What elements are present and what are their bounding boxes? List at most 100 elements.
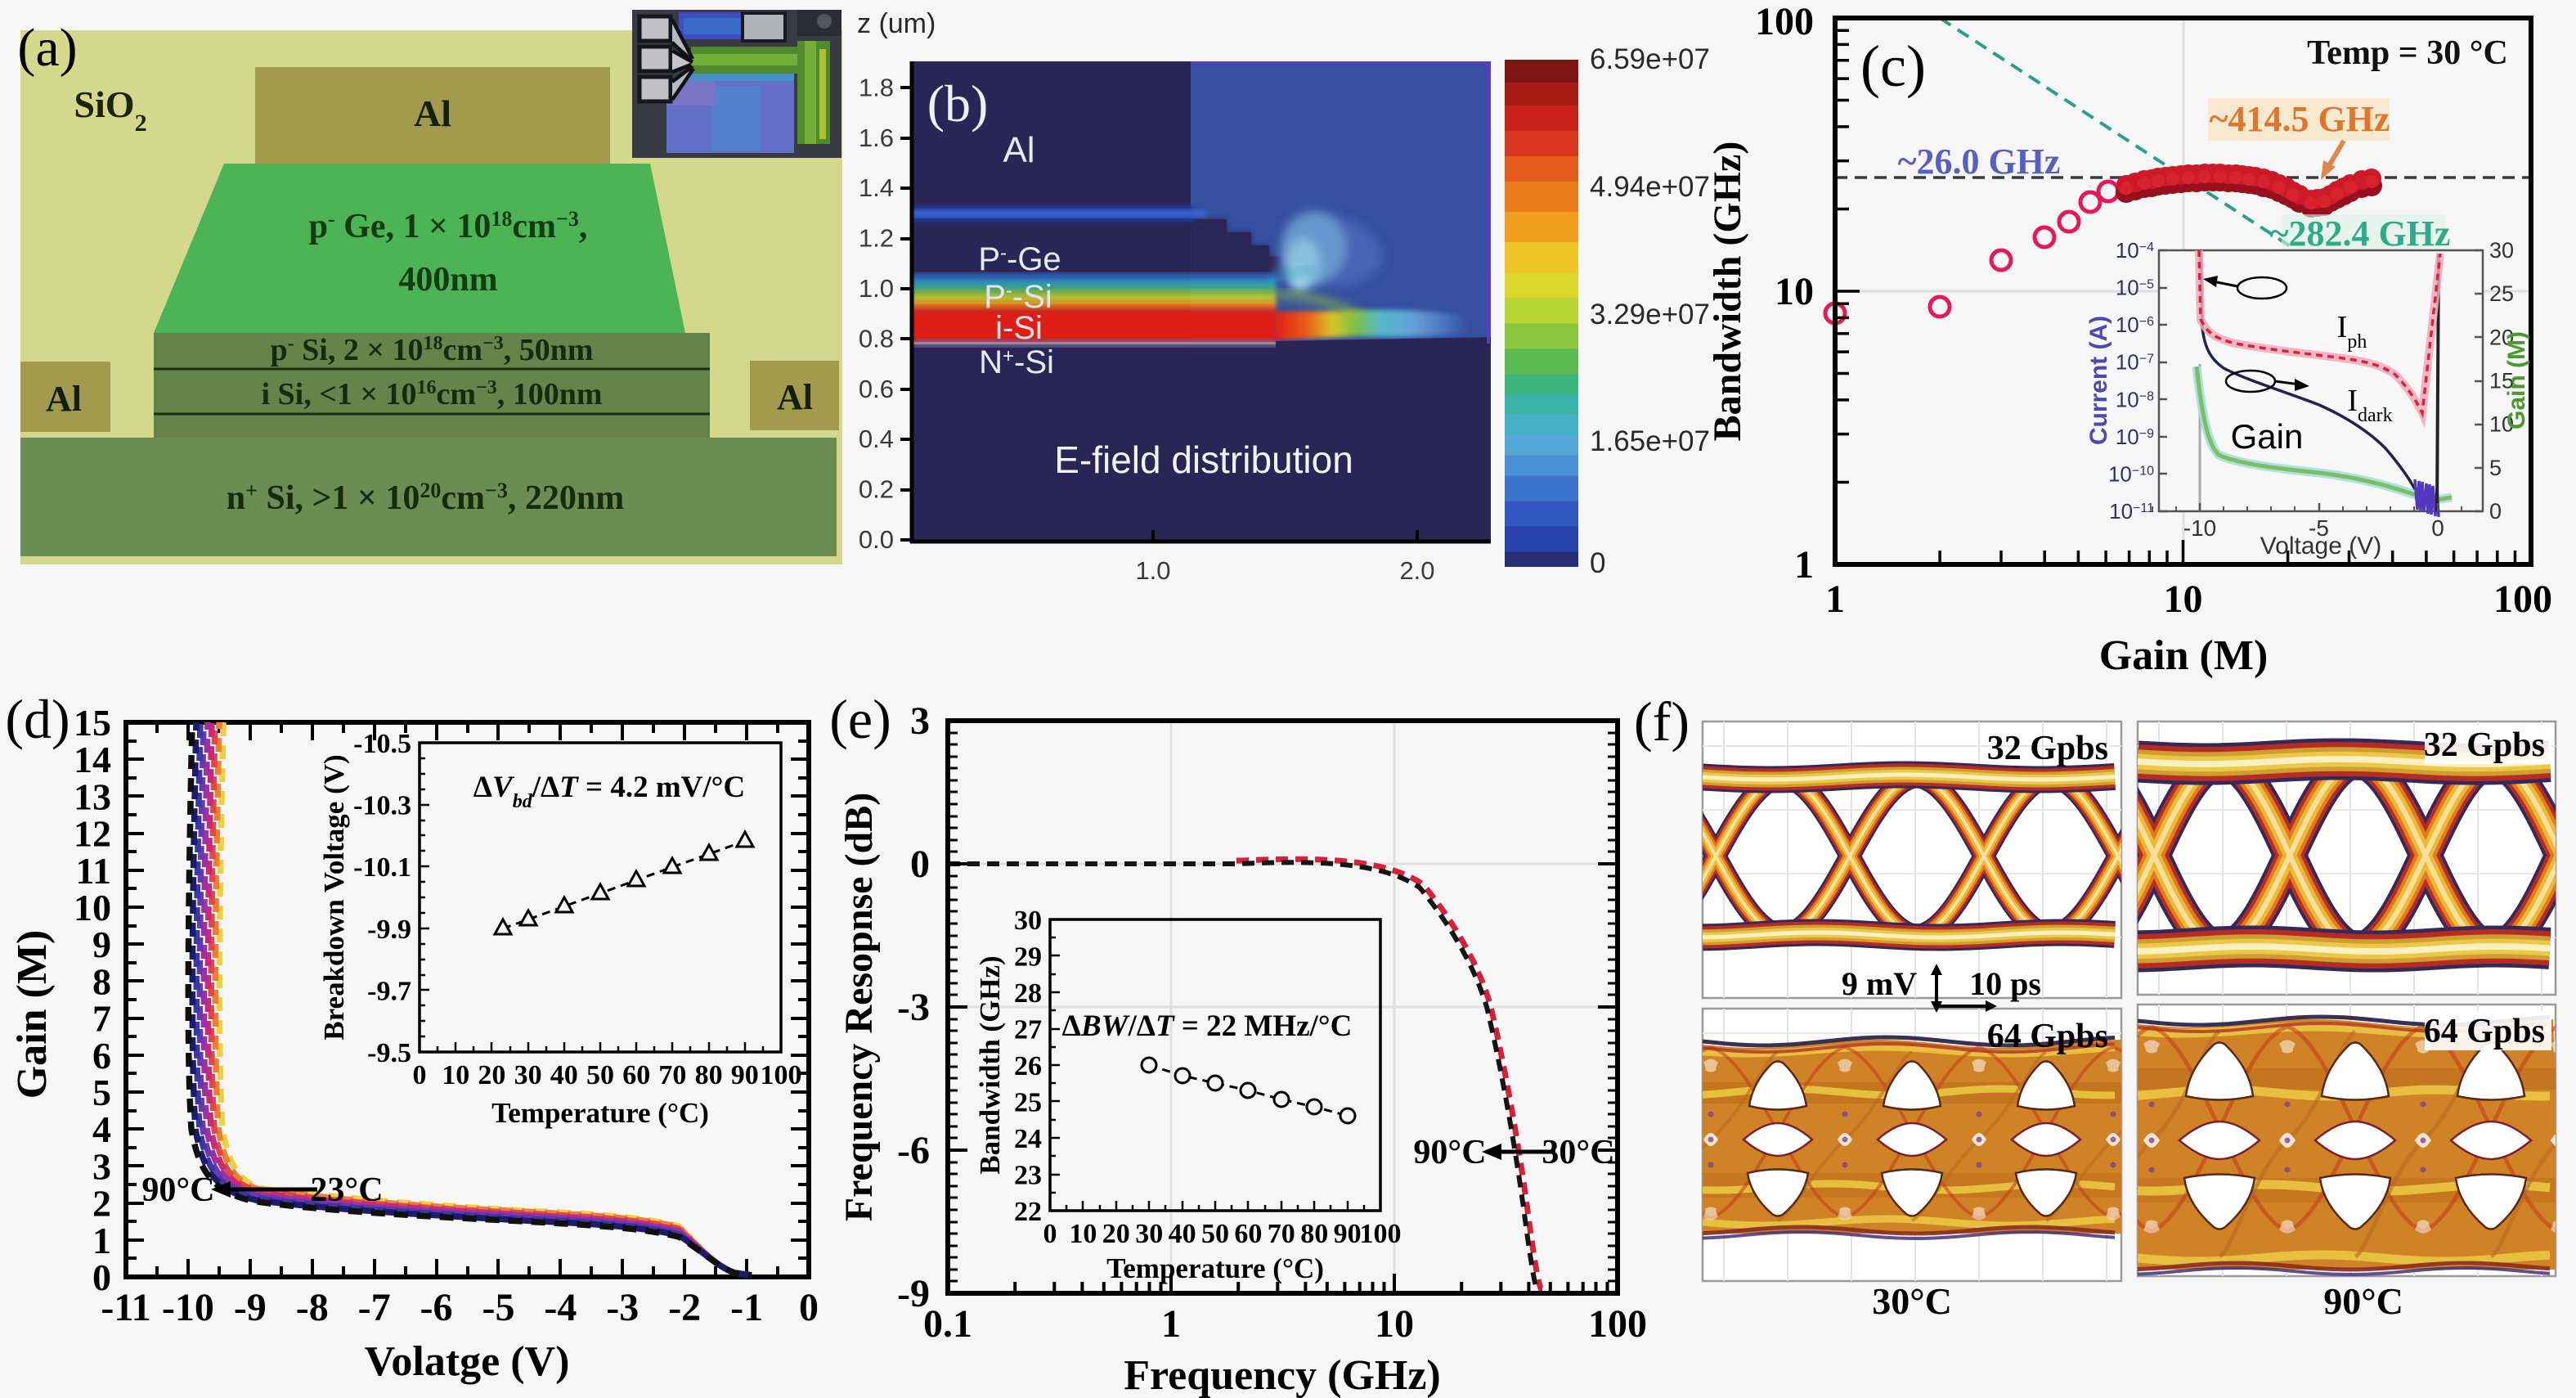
svg-text:0.1: 0.1	[923, 1302, 972, 1346]
svg-text:-1: -1	[730, 1286, 763, 1329]
svg-text:12: 12	[74, 813, 111, 855]
svg-text:8: 8	[92, 960, 111, 1002]
svg-text:Gain: Gain	[2231, 417, 2304, 456]
svg-text:(e): (e)	[829, 688, 891, 750]
svg-text:~414.5 GHz: ~414.5 GHz	[2210, 99, 2390, 139]
svg-text:10: 10	[2164, 578, 2203, 621]
svg-text:-10.5: -10.5	[353, 729, 411, 759]
svg-text:ΔVbd/ΔT = 4.2 mV/°C: ΔVbd/ΔT = 4.2 mV/°C	[473, 771, 745, 812]
svg-text:(d): (d)	[5, 688, 70, 750]
svg-text:64 Gpbs: 64 Gpbs	[1987, 1018, 2108, 1055]
svg-text:(f): (f)	[1634, 690, 1690, 753]
svg-text:Temp = 30 °C: Temp = 30 °C	[2307, 34, 2508, 72]
svg-text:30: 30	[2489, 238, 2514, 263]
svg-text:25: 25	[1014, 1088, 1042, 1118]
svg-text:29: 29	[1014, 942, 1042, 973]
svg-text:100: 100	[1755, 0, 1814, 43]
svg-text:10−7: 10−7	[2116, 350, 2154, 375]
svg-text:400nm: 400nm	[398, 261, 497, 299]
svg-text:90: 90	[731, 1060, 759, 1090]
svg-text:0: 0	[1043, 1219, 1057, 1249]
svg-text:20: 20	[2489, 325, 2514, 349]
svg-text:-7: -7	[358, 1286, 391, 1329]
svg-text:50: 50	[586, 1060, 614, 1090]
svg-text:E-field distribution: E-field distribution	[1054, 438, 1353, 481]
svg-text:24: 24	[1014, 1124, 1042, 1154]
svg-text:32 Gpbs: 32 Gpbs	[1987, 730, 2108, 767]
svg-text:-5: -5	[482, 1286, 514, 1329]
svg-text:0.2: 0.2	[859, 475, 894, 504]
svg-text:0.0: 0.0	[859, 525, 894, 554]
svg-text:90°C: 90°C	[141, 1171, 214, 1209]
svg-text:-2: -2	[668, 1286, 701, 1329]
svg-text:~282.4 GHz: ~282.4 GHz	[2270, 214, 2451, 254]
svg-text:1.65e+07: 1.65e+07	[1590, 425, 1710, 457]
svg-text:-4: -4	[544, 1286, 577, 1329]
svg-text:70: 70	[1268, 1219, 1295, 1249]
svg-text:32 Gpbs: 32 Gpbs	[2424, 726, 2545, 764]
svg-text:-9: -9	[897, 1272, 930, 1315]
svg-text:Al: Al	[1003, 130, 1034, 170]
svg-text:4: 4	[92, 1108, 111, 1150]
svg-text:3: 3	[92, 1145, 111, 1187]
svg-text:Voltage (V): Voltage (V)	[2260, 533, 2381, 560]
svg-text:7: 7	[92, 998, 111, 1040]
svg-text:30: 30	[514, 1060, 542, 1090]
svg-text:80: 80	[695, 1060, 723, 1090]
svg-text:(c): (c)	[1860, 34, 1926, 99]
svg-text:-10.3: -10.3	[353, 791, 411, 821]
svg-text:90: 90	[1334, 1219, 1362, 1249]
svg-text:0: 0	[413, 1060, 427, 1090]
svg-text:(b): (b)	[927, 74, 989, 133]
svg-text:100: 100	[2493, 578, 2552, 621]
svg-text:Al: Al	[46, 379, 82, 419]
svg-text:1.6: 1.6	[859, 124, 894, 152]
svg-text:-6: -6	[897, 1129, 930, 1172]
svg-text:2.0: 2.0	[1399, 556, 1434, 585]
svg-text:Breakdown Voltage (V): Breakdown Voltage (V)	[318, 754, 350, 1040]
svg-text:100: 100	[1588, 1302, 1647, 1346]
svg-text:Frequency (GHz): Frequency (GHz)	[1124, 1352, 1441, 1398]
svg-text:Temperature (°C): Temperature (°C)	[1106, 1252, 1324, 1284]
svg-text:Volatge (V): Volatge (V)	[365, 1338, 570, 1385]
svg-text:-9.5: -9.5	[367, 1038, 411, 1068]
svg-text:25: 25	[2489, 281, 2514, 306]
svg-text:10: 10	[1375, 1302, 1414, 1346]
svg-text:80: 80	[1300, 1219, 1328, 1249]
svg-text:0.8: 0.8	[859, 324, 894, 353]
svg-text:1: 1	[1161, 1302, 1181, 1346]
svg-text:Al: Al	[414, 92, 451, 134]
svg-text:23: 23	[1014, 1161, 1042, 1191]
svg-text:14: 14	[74, 739, 111, 780]
svg-text:p- Ge, 1 × 1018cm−3,: p- Ge, 1 × 1018cm−3,	[309, 207, 588, 246]
svg-text:13: 13	[74, 775, 111, 817]
svg-text:6.59e+07: 6.59e+07	[1590, 43, 1710, 75]
svg-text:20: 20	[1102, 1219, 1130, 1249]
svg-text:70: 70	[658, 1060, 686, 1090]
svg-text:30°C: 30°C	[1542, 1134, 1614, 1171]
svg-text:-6: -6	[420, 1286, 453, 1329]
svg-text:50: 50	[1201, 1219, 1229, 1249]
svg-text:Frequency Resopnse (dB): Frequency Resopnse (dB)	[837, 793, 881, 1221]
svg-text:10−5: 10−5	[2116, 276, 2154, 300]
svg-text:-9.7: -9.7	[367, 976, 411, 1006]
svg-text:0.4: 0.4	[859, 425, 894, 453]
svg-text:0: 0	[2489, 499, 2502, 524]
svg-text:100: 100	[1360, 1219, 1402, 1249]
svg-text:22: 22	[1014, 1197, 1042, 1227]
svg-text:40: 40	[550, 1060, 578, 1090]
svg-text:-10.1: -10.1	[353, 852, 411, 883]
svg-text:9: 9	[92, 924, 111, 965]
svg-text:1.2: 1.2	[859, 224, 894, 253]
svg-text:-9: -9	[234, 1286, 267, 1329]
svg-text:64 Gpbs: 64 Gpbs	[2424, 1013, 2545, 1050]
svg-text:30: 30	[1135, 1219, 1163, 1249]
svg-text:ΔBW/ΔT = 22 MHz/°C: ΔBW/ΔT = 22 MHz/°C	[1062, 1009, 1353, 1043]
svg-text:0.6: 0.6	[859, 375, 894, 403]
svg-text:23°C: 23°C	[310, 1171, 383, 1209]
svg-text:10−4: 10−4	[2116, 238, 2154, 263]
svg-text:0: 0	[910, 843, 930, 886]
svg-text:1.8: 1.8	[859, 73, 894, 101]
svg-text:-10: -10	[2183, 515, 2216, 541]
svg-text:10−10: 10−10	[2108, 461, 2154, 486]
